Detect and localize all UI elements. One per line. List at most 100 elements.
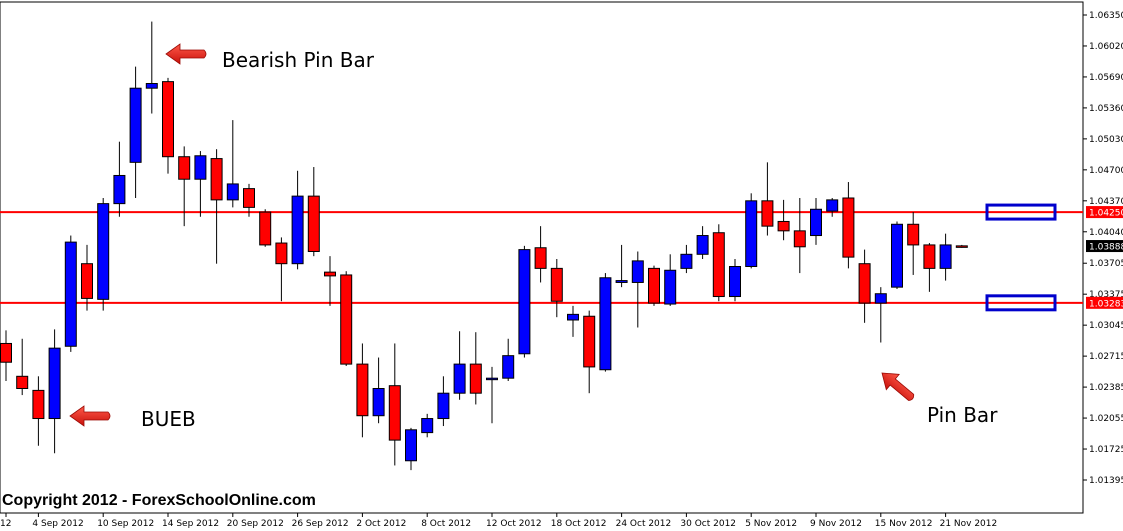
candle [567, 305, 579, 337]
price-tick-label: 1.04370 [1089, 197, 1123, 207]
candle-body [729, 266, 741, 298]
candle-body [907, 223, 920, 246]
candle [745, 193, 758, 269]
price-tick-label: 1.01395 [1089, 476, 1123, 486]
candle-body [550, 267, 563, 302]
candle-body [372, 388, 385, 417]
highlight-box [985, 203, 1057, 221]
candle-body [388, 385, 401, 441]
candle-body [567, 313, 579, 321]
date-tick-label: 10 Sep 2012 [97, 519, 154, 529]
candle [32, 376, 45, 446]
candle [469, 332, 482, 405]
candle [793, 197, 806, 274]
date-axis: 12 4 Sep 2012 10 Sep 2012 14 Sep 2012 20 Sep… [0, 513, 997, 529]
annotation-label: BUEB [141, 407, 196, 431]
candle-body [64, 241, 77, 347]
annotation-arrow-icon [165, 43, 207, 65]
candle-body [648, 267, 660, 304]
current-price-tag-bg [1086, 240, 1123, 253]
candle-body [210, 158, 223, 201]
candle [631, 251, 644, 328]
price-tick-label: 1.02715 [1089, 352, 1123, 362]
current-price-tag: 1.03888 [1089, 243, 1123, 253]
candle-body [615, 280, 628, 283]
candle [599, 273, 612, 372]
candle-body [745, 200, 758, 268]
candle [307, 167, 320, 257]
candle [810, 197, 822, 245]
candle [388, 343, 401, 466]
candle [923, 243, 936, 292]
candle [696, 226, 709, 259]
candle [583, 310, 596, 394]
candle [210, 149, 223, 264]
date-tick-label: 21 Nov 2012 [940, 519, 998, 529]
candle-body [761, 200, 774, 227]
candle [405, 427, 417, 471]
candle [615, 244, 628, 288]
candle [955, 244, 968, 248]
candle-body [243, 188, 255, 208]
candle [113, 141, 126, 217]
price-tick-label: 1.02385 [1089, 383, 1123, 393]
date-tick-label: 18 Oct 2012 [551, 519, 607, 529]
date-tick-label: 30 Oct 2012 [680, 519, 736, 529]
candle-body [777, 220, 790, 232]
candle-body [534, 247, 547, 269]
candle [81, 244, 93, 311]
annotation-label: Bearish Pin Bar [222, 48, 375, 72]
candle-body [226, 183, 239, 201]
candle-body [583, 315, 596, 368]
date-tick-label: 26 Sep 2012 [292, 519, 349, 529]
price-tick-label: 1.06020 [1089, 42, 1123, 52]
candle-body [793, 230, 806, 248]
candle-body [923, 244, 936, 269]
arrow-shape [165, 43, 207, 65]
highlight-box [985, 294, 1057, 312]
candle [939, 233, 952, 281]
candle-body [162, 81, 174, 158]
date-tick-label: 12 [0, 519, 11, 529]
candle [550, 258, 563, 318]
candle [907, 212, 920, 275]
candle [874, 287, 887, 343]
price-tick-label: 1.04040 [1089, 228, 1123, 238]
candle [648, 265, 660, 306]
candle [64, 235, 77, 352]
date-tick-label: 9 Nov 2012 [810, 519, 862, 529]
candle-body [842, 197, 855, 258]
candle [275, 237, 288, 302]
price-tick-label: 1.02055 [1089, 414, 1123, 424]
candle [729, 258, 741, 302]
level-price-tag: 1.04250 [1089, 209, 1123, 219]
candle-body [324, 271, 336, 277]
candle-body [291, 195, 304, 265]
candle [372, 357, 385, 424]
date-tick-label: 8 Oct 2012 [421, 519, 471, 529]
candle-body [858, 263, 871, 304]
candles [0, 21, 968, 471]
candle [664, 254, 677, 306]
level-price-tag-bg [1086, 296, 1123, 309]
level-price-tag: 1.03283 [1089, 299, 1123, 309]
candle [243, 183, 255, 217]
annotations: Bearish Pin Bar BUEB Pin Bar [69, 43, 998, 431]
candle-body [518, 249, 531, 355]
candle-body [178, 156, 191, 180]
candle-body [453, 363, 466, 394]
candle [486, 366, 498, 424]
candle [340, 271, 353, 366]
candle [194, 151, 207, 217]
candle [777, 199, 790, 241]
candle-body [356, 363, 369, 417]
candle-body [955, 245, 968, 248]
price-tick-label: 1.05360 [1089, 104, 1123, 114]
candle-body [259, 211, 272, 246]
candle-body [340, 274, 353, 365]
candle-body [307, 195, 320, 252]
candle [16, 338, 29, 396]
candle-body [48, 347, 61, 420]
candle-body [502, 355, 515, 379]
price-tick-label: 1.03375 [1089, 290, 1123, 300]
